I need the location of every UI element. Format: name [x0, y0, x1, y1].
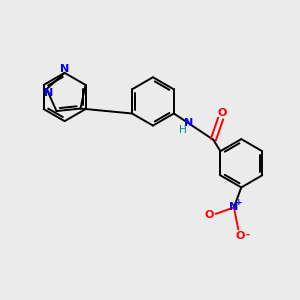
Text: -: - [246, 230, 250, 240]
Text: N: N [229, 202, 239, 212]
Text: O: O [218, 108, 227, 118]
Text: N: N [184, 118, 193, 128]
Text: N: N [60, 64, 69, 74]
Text: O: O [235, 231, 244, 241]
Text: +: + [236, 198, 243, 207]
Text: N: N [44, 88, 53, 98]
Text: O: O [205, 210, 214, 220]
Text: H: H [178, 124, 186, 134]
